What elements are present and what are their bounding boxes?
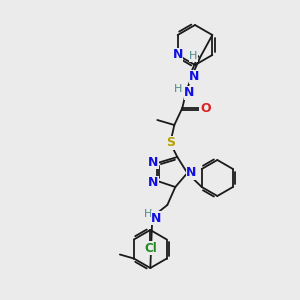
Text: N: N	[184, 86, 194, 100]
Text: Cl: Cl	[144, 242, 157, 254]
Text: H: H	[144, 209, 152, 219]
Text: N: N	[172, 49, 183, 62]
Text: O: O	[200, 101, 211, 115]
Text: N: N	[186, 167, 196, 179]
Text: N: N	[148, 155, 158, 169]
Text: H: H	[174, 84, 182, 94]
Text: N: N	[151, 212, 161, 224]
Text: S: S	[166, 136, 175, 149]
Text: H: H	[189, 51, 197, 61]
Text: N: N	[189, 70, 200, 83]
Text: N: N	[148, 176, 158, 190]
